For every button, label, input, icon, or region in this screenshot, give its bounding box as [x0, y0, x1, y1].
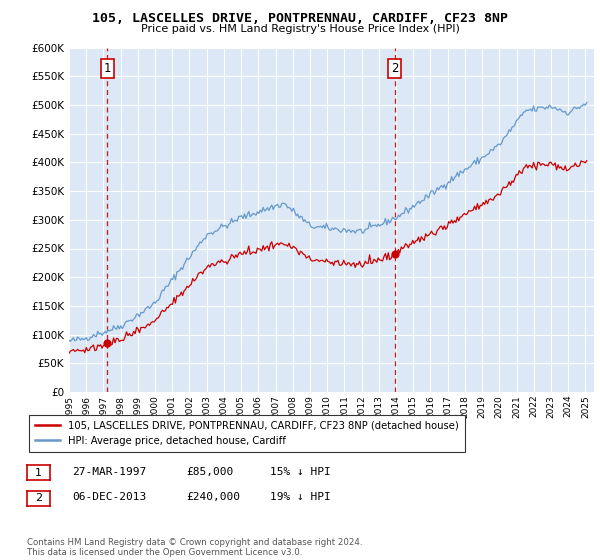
- Text: 2: 2: [35, 493, 42, 503]
- Text: £85,000: £85,000: [186, 466, 233, 477]
- Text: 27-MAR-1997: 27-MAR-1997: [72, 466, 146, 477]
- Text: 15% ↓ HPI: 15% ↓ HPI: [270, 466, 331, 477]
- Text: £240,000: £240,000: [186, 492, 240, 502]
- Text: 06-DEC-2013: 06-DEC-2013: [72, 492, 146, 502]
- Text: 1: 1: [104, 62, 111, 75]
- Text: Price paid vs. HM Land Registry's House Price Index (HPI): Price paid vs. HM Land Registry's House …: [140, 24, 460, 34]
- Text: 19% ↓ HPI: 19% ↓ HPI: [270, 492, 331, 502]
- Text: Contains HM Land Registry data © Crown copyright and database right 2024.
This d: Contains HM Land Registry data © Crown c…: [27, 538, 362, 557]
- Text: 2: 2: [391, 62, 398, 75]
- Point: [103, 339, 112, 348]
- Legend: 105, LASCELLES DRIVE, PONTPRENNAU, CARDIFF, CF23 8NP (detached house), HPI: Aver: 105, LASCELLES DRIVE, PONTPRENNAU, CARDI…: [29, 415, 465, 452]
- Text: 105, LASCELLES DRIVE, PONTPRENNAU, CARDIFF, CF23 8NP: 105, LASCELLES DRIVE, PONTPRENNAU, CARDI…: [92, 12, 508, 25]
- Text: 1: 1: [35, 468, 42, 478]
- Point: [390, 250, 400, 259]
